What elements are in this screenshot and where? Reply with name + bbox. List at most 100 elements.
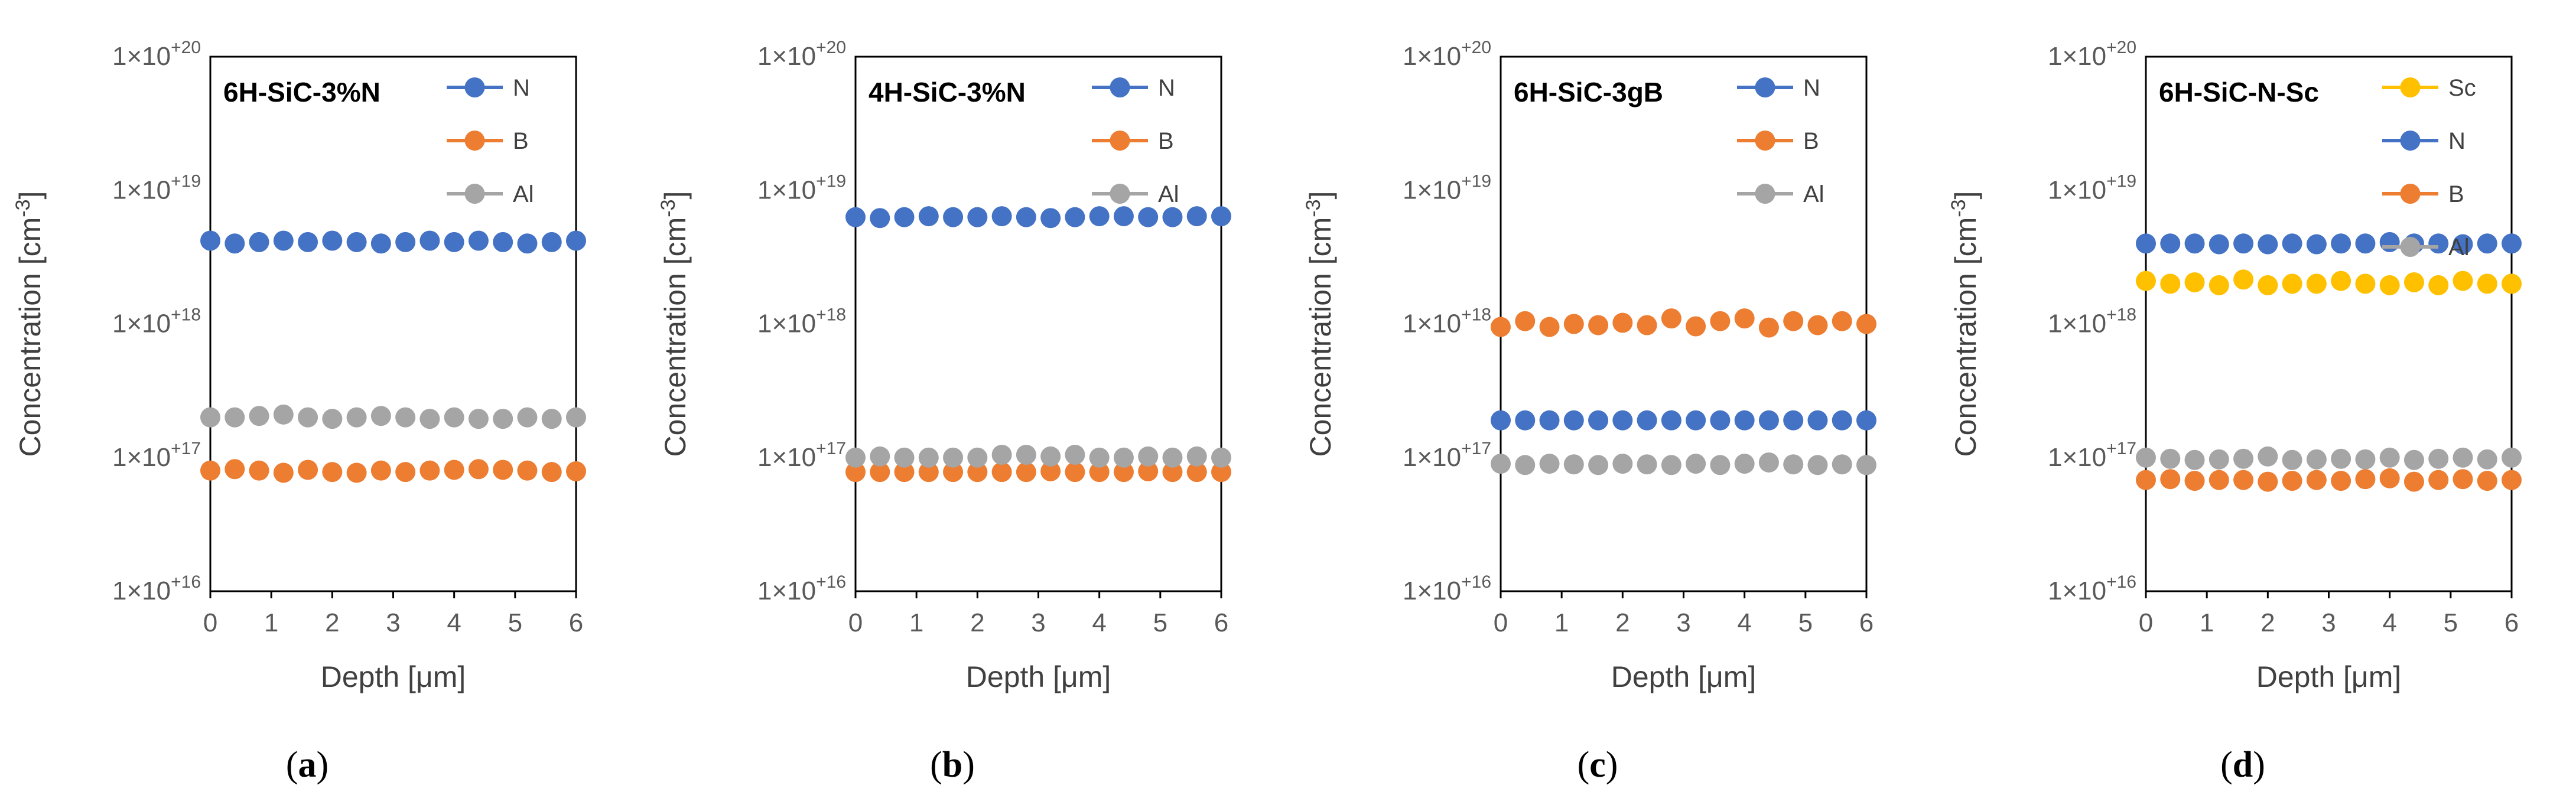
data-point-sc xyxy=(2184,272,2205,292)
data-point-al xyxy=(370,406,391,426)
data-point-b xyxy=(1710,311,1731,331)
series-n xyxy=(1491,410,1876,431)
x-tick-label: 2 xyxy=(970,608,984,637)
data-point-n xyxy=(2258,234,2278,255)
legend-marker-al xyxy=(2400,237,2421,257)
data-point-b xyxy=(2379,468,2400,488)
data-point-n xyxy=(1563,410,1584,431)
data-point-b xyxy=(1637,315,1657,335)
legend: N B Al xyxy=(447,75,534,207)
data-point-n xyxy=(943,207,964,227)
data-point-sc xyxy=(2502,273,2522,294)
legend-marker-al xyxy=(1755,184,1775,204)
data-point-al xyxy=(225,407,245,428)
data-point-al xyxy=(2209,449,2229,470)
x-tick-label: 2 xyxy=(325,608,339,637)
y-axis-title: Concentration [cm-3] xyxy=(1947,191,1982,457)
legend-label-sc: Sc xyxy=(2448,75,2476,101)
data-point-n xyxy=(2355,233,2376,254)
y-axis-title: Concentration [cm-3] xyxy=(1302,191,1337,457)
x-tick-label: 5 xyxy=(1798,608,1813,637)
data-point-b xyxy=(1612,312,1633,333)
series-b xyxy=(845,461,1231,483)
data-point-al xyxy=(346,407,367,428)
data-point-sc xyxy=(2379,275,2400,295)
legend-label-al: Al xyxy=(1803,181,1824,207)
data-point-n xyxy=(1515,410,1536,431)
caption-open-paren: ( xyxy=(2220,745,2233,785)
y-axis-title-superscript: -3 xyxy=(657,199,679,217)
data-point-n xyxy=(1186,206,1207,227)
y-tick-mantissa: 1×10 xyxy=(2048,443,2106,472)
data-point-b xyxy=(444,460,464,480)
y-tick-exponent: +20 xyxy=(816,38,846,57)
data-point-sc xyxy=(2403,272,2424,292)
data-point-n xyxy=(894,207,915,227)
data-point-b xyxy=(249,460,269,481)
data-point-n xyxy=(2306,234,2327,255)
data-point-b xyxy=(1832,311,1852,331)
x-tick-label: 3 xyxy=(1676,608,1690,637)
data-point-b xyxy=(322,462,343,483)
y-tick-mantissa: 1×10 xyxy=(112,576,171,605)
data-point-b xyxy=(2209,470,2229,490)
series-al xyxy=(1491,452,1876,475)
data-point-n xyxy=(1065,207,1085,227)
series-al xyxy=(2136,446,2522,470)
data-point-n xyxy=(1807,410,1828,431)
data-point-al xyxy=(419,409,440,429)
caption-letter: a xyxy=(298,745,317,785)
y-tick-label: 1×10+17 xyxy=(757,439,846,472)
data-point-n xyxy=(1637,410,1657,431)
data-point-sc xyxy=(2428,275,2449,295)
x-tick-label: 5 xyxy=(508,608,522,637)
data-point-al xyxy=(2136,447,2156,468)
x-tick-label: 3 xyxy=(386,608,400,637)
data-point-b xyxy=(1783,311,1804,331)
legend-label-al: Al xyxy=(2448,234,2470,260)
data-point-al xyxy=(2306,449,2327,470)
data-point-al xyxy=(566,407,586,428)
data-point-n xyxy=(2477,233,2497,254)
data-point-n xyxy=(2209,234,2229,255)
data-point-b xyxy=(1856,314,1876,334)
data-point-sc xyxy=(2331,271,2351,291)
series-b xyxy=(2136,468,2522,492)
x-axis-title: Depth [μm] xyxy=(2256,660,2402,693)
data-point-b xyxy=(517,460,538,481)
y-axis-title-end: ] xyxy=(14,191,47,200)
x-tick-label: 0 xyxy=(203,608,217,637)
caption-letter: c xyxy=(1589,745,1606,785)
x-axis-title: Depth [μm] xyxy=(1611,660,1757,693)
y-tick-exponent: +16 xyxy=(1461,572,1491,592)
legend-label-n: N xyxy=(1803,75,1820,101)
data-point-n xyxy=(870,208,890,229)
data-point-n xyxy=(845,207,866,227)
y-tick-label: 1×10+20 xyxy=(112,38,201,71)
data-point-n xyxy=(1588,410,1609,431)
data-point-b xyxy=(2331,471,2351,491)
data-point-b xyxy=(943,462,964,483)
data-point-al xyxy=(870,446,890,467)
data-point-n xyxy=(1686,410,1706,431)
y-tick-mantissa: 1×10 xyxy=(757,576,816,605)
chart-panel-b: 1×10+161×10+171×10+181×10+191×10+200 1 2 3 4… xyxy=(657,38,1231,785)
y-tick-label: 1×10+16 xyxy=(1403,572,1491,605)
data-point-al xyxy=(1612,454,1633,474)
x-tick-label: 5 xyxy=(1153,608,1167,637)
panel-caption: (a) xyxy=(286,745,328,785)
y-tick-mantissa: 1×10 xyxy=(1403,175,1461,204)
data-point-n xyxy=(1758,410,1779,431)
data-point-al xyxy=(991,444,1012,465)
data-point-b xyxy=(346,462,367,483)
data-point-b xyxy=(918,462,939,483)
data-point-sc xyxy=(2355,273,2376,294)
data-point-sc xyxy=(2136,271,2156,291)
data-point-al xyxy=(943,447,964,468)
y-axis-title-main: Concentration [cm xyxy=(1304,217,1337,457)
series-b xyxy=(1491,308,1876,338)
data-point-al xyxy=(1186,446,1207,467)
series-n xyxy=(200,230,586,254)
y-tick-mantissa: 1×10 xyxy=(757,443,816,472)
data-point-al xyxy=(2282,449,2302,470)
